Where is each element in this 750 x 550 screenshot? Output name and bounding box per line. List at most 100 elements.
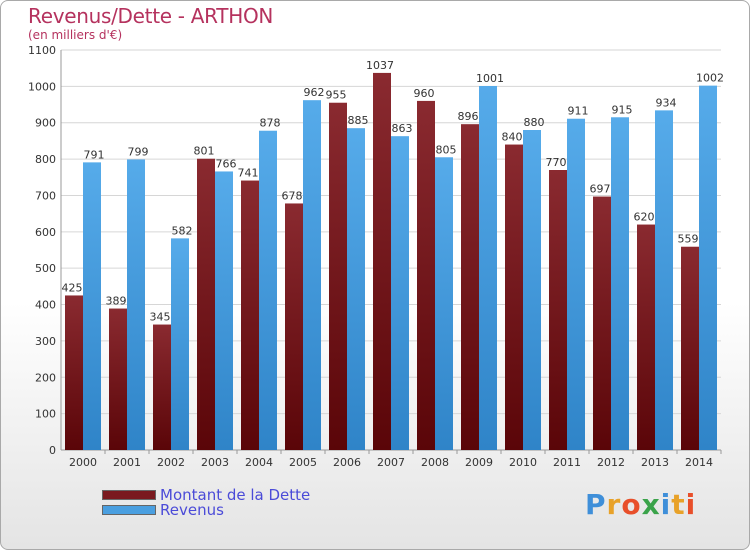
bar-dette bbox=[153, 324, 171, 450]
logo-letter: t bbox=[671, 488, 686, 521]
data-label-revenus: 962 bbox=[304, 86, 325, 99]
logo-letter: P bbox=[585, 488, 607, 521]
legend-swatch-dette bbox=[102, 490, 156, 500]
data-label-dette: 955 bbox=[326, 89, 347, 102]
bar-dette bbox=[417, 100, 435, 450]
data-label-revenus: 878 bbox=[260, 117, 281, 130]
data-label-dette: 620 bbox=[634, 211, 655, 224]
legend-swatch-revenus bbox=[102, 505, 156, 515]
bar-revenus bbox=[435, 157, 453, 451]
x-tick-label: 2005 bbox=[289, 456, 317, 469]
bar-revenus bbox=[171, 238, 189, 450]
y-tick-label: 400 bbox=[35, 299, 56, 312]
data-label-revenus: 911 bbox=[568, 105, 589, 118]
bar-dette bbox=[241, 180, 259, 450]
x-tick-label: 2007 bbox=[377, 456, 405, 469]
bar-dette bbox=[681, 246, 699, 450]
y-tick-label: 1000 bbox=[28, 80, 56, 93]
y-tick-label: 900 bbox=[35, 117, 56, 130]
data-label-dette: 678 bbox=[282, 189, 303, 202]
bar-dette bbox=[329, 102, 347, 451]
data-label-revenus: 934 bbox=[656, 96, 677, 109]
data-label-dette: 840 bbox=[502, 131, 523, 144]
bar-revenus bbox=[215, 171, 233, 451]
bar-revenus bbox=[127, 159, 145, 451]
bar-dette bbox=[373, 72, 391, 450]
x-tick-label: 2013 bbox=[641, 456, 669, 469]
data-label-dette: 559 bbox=[678, 233, 699, 246]
logo-letter: i bbox=[660, 488, 672, 521]
bar-revenus bbox=[611, 117, 629, 450]
bar-dette bbox=[593, 196, 611, 450]
logo-letter: x bbox=[641, 488, 661, 521]
x-tick-label: 2008 bbox=[421, 456, 449, 469]
data-label-revenus: 1001 bbox=[476, 72, 504, 85]
bar-revenus bbox=[347, 128, 365, 450]
y-tick-label: 1100 bbox=[28, 44, 56, 57]
chart-title: Revenus/Dette - ARTHON bbox=[28, 4, 274, 28]
x-tick-label: 2011 bbox=[553, 456, 581, 469]
bar-revenus bbox=[391, 136, 409, 450]
bar-dette bbox=[505, 144, 523, 450]
bar-dette bbox=[461, 124, 479, 450]
x-tick-label: 2009 bbox=[465, 456, 493, 469]
proxiti-logo: Proxiti bbox=[585, 488, 696, 521]
bar-dette bbox=[109, 308, 127, 450]
data-label-revenus: 799 bbox=[128, 145, 149, 158]
data-label-dette: 389 bbox=[106, 295, 127, 308]
data-label-dette: 697 bbox=[590, 183, 611, 196]
logo-letter: i bbox=[685, 488, 697, 521]
bar-revenus bbox=[83, 162, 101, 450]
bar-dette bbox=[197, 158, 215, 450]
data-label-dette: 741 bbox=[238, 167, 259, 180]
data-label-revenus: 885 bbox=[348, 114, 369, 127]
legend-item-revenus: Revenus bbox=[102, 501, 224, 519]
y-tick-label: 0 bbox=[49, 444, 56, 457]
y-tick-label: 600 bbox=[35, 226, 56, 239]
data-label-revenus: 766 bbox=[216, 157, 237, 170]
y-tick-label: 700 bbox=[35, 189, 56, 202]
y-tick-label: 500 bbox=[35, 262, 56, 275]
data-label-dette: 425 bbox=[62, 281, 83, 294]
data-label-revenus: 582 bbox=[172, 224, 193, 237]
data-label-revenus: 880 bbox=[524, 116, 545, 129]
data-label-dette: 801 bbox=[194, 145, 215, 158]
x-tick-label: 2012 bbox=[597, 456, 625, 469]
y-tick-label: 800 bbox=[35, 153, 56, 166]
bar-dette bbox=[549, 170, 567, 450]
logo-letter: r bbox=[606, 488, 622, 521]
data-label-revenus: 791 bbox=[84, 148, 105, 161]
data-label-revenus: 805 bbox=[436, 143, 457, 156]
x-tick-label: 2004 bbox=[245, 456, 273, 469]
y-tick-label: 100 bbox=[35, 408, 56, 421]
legend-label-dette: Montant de la Dette bbox=[160, 486, 311, 504]
legend-item-dette: Montant de la Dette bbox=[102, 486, 310, 504]
x-tick-label: 2006 bbox=[333, 456, 361, 469]
bar-revenus bbox=[567, 118, 585, 451]
data-label-dette: 770 bbox=[546, 156, 567, 169]
bar-revenus bbox=[523, 130, 541, 450]
bar-revenus bbox=[259, 130, 277, 450]
x-tick-label: 2000 bbox=[69, 456, 97, 469]
bar-revenus bbox=[303, 100, 321, 450]
bar-revenus bbox=[479, 86, 497, 450]
bar-revenus bbox=[699, 85, 717, 451]
bar-dette bbox=[285, 203, 303, 450]
x-tick-label: 2014 bbox=[685, 456, 713, 469]
y-tick-label: 200 bbox=[35, 371, 56, 384]
bar-dette bbox=[637, 224, 655, 450]
x-tick-label: 2003 bbox=[201, 456, 229, 469]
x-tick-label: 2010 bbox=[509, 456, 537, 469]
bar-revenus bbox=[655, 110, 673, 450]
data-label-revenus: 863 bbox=[392, 122, 413, 135]
data-label-revenus: 915 bbox=[612, 103, 633, 116]
y-tick-label: 300 bbox=[35, 335, 56, 348]
legend-label-revenus: Revenus bbox=[160, 501, 224, 519]
data-label-dette: 960 bbox=[414, 87, 435, 100]
data-label-dette: 345 bbox=[150, 311, 171, 324]
x-tick-label: 2001 bbox=[113, 456, 141, 469]
data-label-dette: 1037 bbox=[366, 59, 394, 72]
bar-dette bbox=[65, 295, 83, 450]
data-label-revenus: 1002 bbox=[696, 72, 724, 85]
